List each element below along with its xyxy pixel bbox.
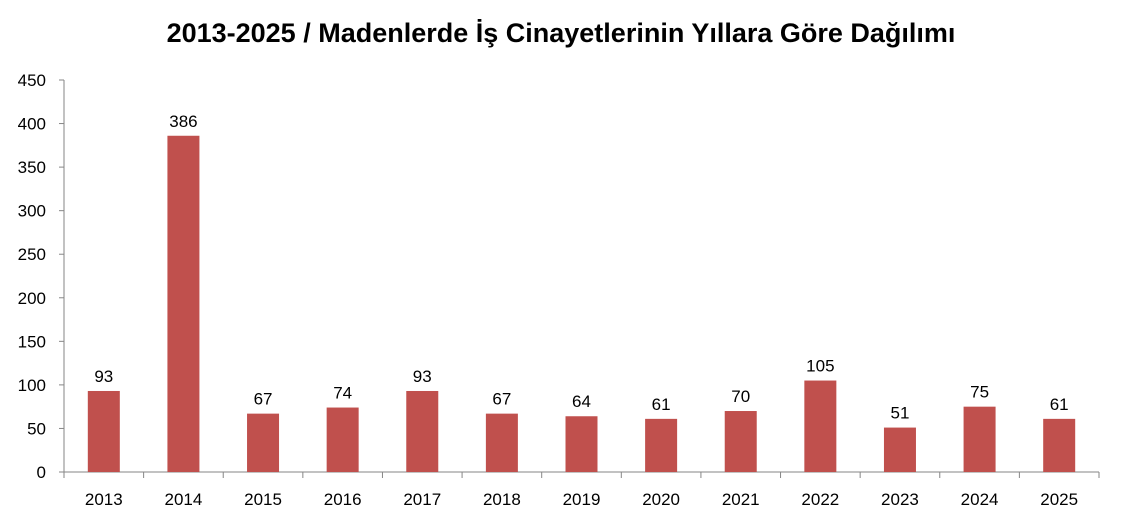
bar-2025	[1043, 418, 1076, 472]
data-label-2024: 75	[970, 383, 989, 402]
y-tick-label: 200	[18, 289, 46, 308]
y-tick-label: 450	[18, 71, 46, 90]
data-label-2022: 105	[806, 357, 834, 376]
y-tick-label: 150	[18, 332, 46, 351]
data-label-2020: 61	[652, 395, 671, 414]
x-tick-label: 2022	[801, 490, 839, 509]
chart-title: 2013-2025 / Madenlerde İş Cinayetlerinin…	[166, 18, 956, 48]
y-tick-label: 0	[37, 463, 46, 482]
x-tick-label: 2025	[1040, 490, 1078, 509]
y-tick-label: 250	[18, 245, 46, 264]
bar-2019	[565, 416, 598, 472]
y-tick-label: 50	[27, 419, 46, 438]
data-label-2016: 74	[333, 384, 352, 403]
data-label-2013: 93	[94, 367, 113, 386]
x-tick-label: 2021	[722, 490, 760, 509]
data-label-2025: 61	[1050, 395, 1069, 414]
x-tick-label: 2023	[881, 490, 919, 509]
bar-2016	[326, 407, 359, 472]
bar-2021	[724, 411, 757, 472]
data-label-2015: 67	[254, 390, 273, 409]
x-tick-label: 2013	[85, 490, 123, 509]
bar-2017	[406, 390, 439, 472]
bar-2024	[963, 406, 996, 472]
data-label-2017: 93	[413, 367, 432, 386]
data-label-2021: 70	[731, 387, 750, 406]
bar-2014	[167, 135, 200, 473]
y-tick-label: 300	[18, 202, 46, 221]
x-tick-label: 2018	[483, 490, 521, 509]
x-tick-label: 2017	[403, 490, 441, 509]
y-tick-label: 400	[18, 115, 46, 134]
data-label-2019: 64	[572, 392, 591, 411]
bar-2020	[645, 418, 678, 472]
data-label-2014: 386	[169, 112, 197, 131]
x-tick-label: 2020	[642, 490, 680, 509]
bar-2023	[883, 427, 916, 472]
bar-2018	[485, 413, 518, 472]
bar-2015	[247, 413, 280, 472]
x-tick-label: 2016	[324, 490, 362, 509]
x-tick-label: 2019	[563, 490, 601, 509]
y-tick-label: 100	[18, 376, 46, 395]
x-tick-label: 2024	[961, 490, 999, 509]
x-tick-label: 2015	[244, 490, 282, 509]
bar-2013	[87, 390, 120, 472]
x-tick-label: 2014	[165, 490, 203, 509]
data-label-2023: 51	[891, 404, 910, 423]
data-label-2018: 67	[492, 390, 511, 409]
bar-2022	[804, 380, 837, 472]
y-tick-label: 350	[18, 158, 46, 177]
